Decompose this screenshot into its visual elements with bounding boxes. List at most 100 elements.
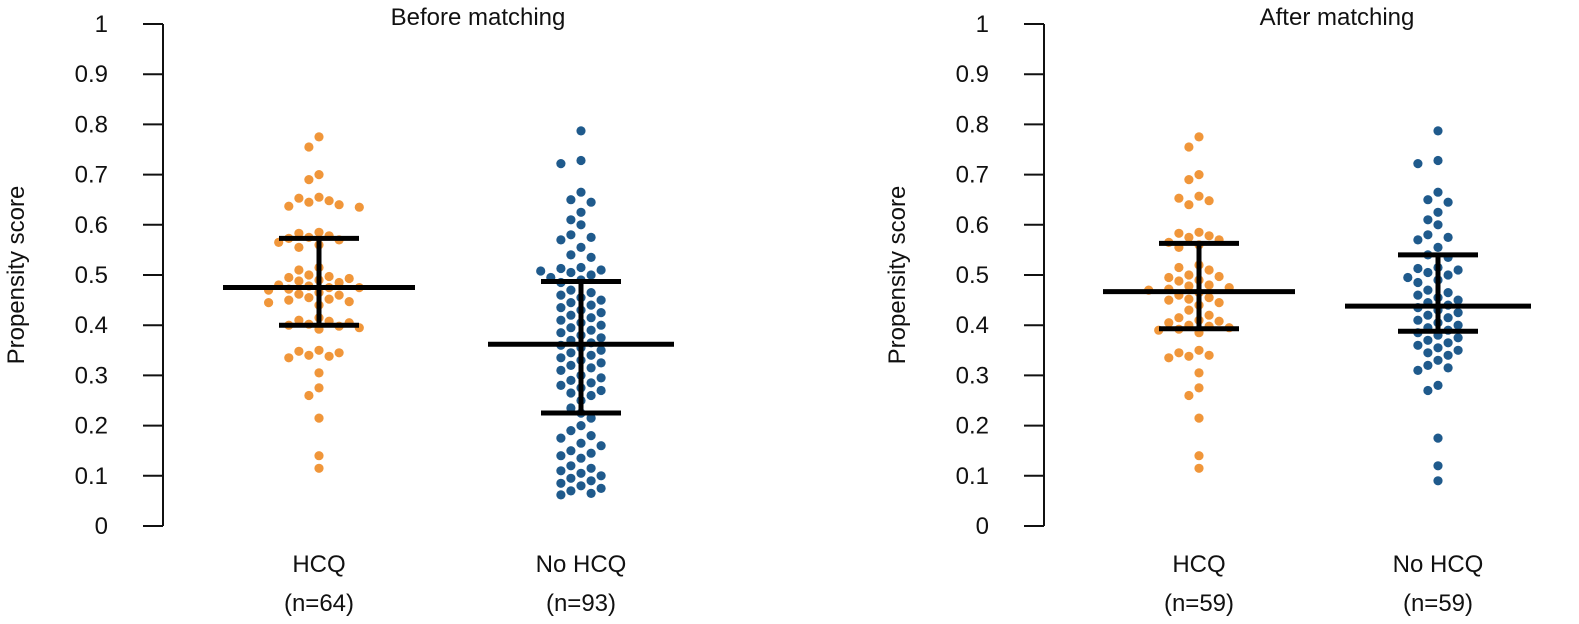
data-point [314, 227, 324, 237]
data-point [1413, 159, 1423, 169]
data-point [576, 126, 586, 136]
data-point [586, 313, 596, 323]
data-point [596, 471, 606, 481]
data-point [1453, 295, 1463, 305]
data-point [1174, 262, 1184, 273]
data-point [576, 155, 586, 166]
data-point [1204, 350, 1214, 360]
data-point [576, 421, 586, 431]
data-point [1403, 272, 1413, 283]
data-point [1443, 338, 1453, 348]
data-point [566, 375, 576, 385]
data-point [566, 230, 576, 240]
data-point [1413, 263, 1423, 274]
data-point [1433, 461, 1443, 471]
data-point [596, 333, 606, 343]
data-point [586, 413, 596, 423]
data-point [1184, 142, 1194, 152]
data-point [1433, 476, 1443, 486]
data-point [314, 413, 324, 423]
data-point [1423, 195, 1433, 205]
data-point [596, 265, 606, 275]
data-point [1194, 345, 1204, 355]
data-point [1164, 295, 1174, 305]
data-point [294, 315, 304, 325]
data-point [294, 346, 304, 356]
data-point [1413, 315, 1423, 325]
data-point [566, 446, 576, 456]
data-point [1164, 318, 1174, 328]
data-point [566, 486, 576, 496]
data-point [566, 323, 576, 333]
y-tick-label: 0.1 [75, 463, 108, 490]
data-point [1174, 276, 1184, 286]
data-point [1194, 383, 1204, 393]
data-point [1184, 175, 1194, 185]
data-point [304, 197, 314, 207]
category-n-label: (n=64) [284, 590, 354, 617]
data-point [304, 142, 314, 152]
data-point [566, 285, 576, 295]
data-point [586, 488, 596, 498]
data-point [556, 290, 566, 300]
data-point [1184, 270, 1194, 280]
data-point [1423, 348, 1433, 358]
data-point [1184, 281, 1194, 291]
data-point [284, 353, 294, 363]
data-point [1433, 187, 1443, 197]
data-point [1184, 200, 1194, 210]
data-point [1443, 350, 1453, 360]
data-point [1423, 267, 1433, 278]
data-point [566, 388, 576, 398]
data-point [556, 353, 566, 363]
data-point [1433, 343, 1443, 353]
data-point [1174, 313, 1184, 323]
y-tick-label: 0.4 [956, 312, 989, 339]
data-point [304, 293, 314, 303]
group-hcq [223, 132, 415, 473]
data-point [536, 266, 546, 276]
data-point [556, 303, 566, 313]
data-point [1433, 220, 1443, 230]
data-point [324, 294, 334, 304]
data-point [314, 463, 324, 473]
data-point [1194, 191, 1204, 201]
data-point [1204, 231, 1214, 241]
data-point [324, 196, 334, 206]
data-point [586, 350, 596, 360]
data-point [1413, 340, 1423, 350]
data-point [1204, 196, 1214, 206]
data-point [334, 277, 344, 288]
data-point [556, 478, 566, 488]
data-point [596, 320, 606, 330]
data-point [354, 202, 364, 212]
data-point [566, 403, 576, 413]
data-point [1184, 305, 1194, 315]
data-point [576, 453, 586, 463]
data-point [294, 276, 304, 286]
data-point [556, 159, 566, 169]
data-point [1433, 207, 1443, 217]
data-point [596, 483, 606, 493]
data-point [566, 461, 576, 471]
data-point [1214, 298, 1224, 308]
y-tick-label: 1 [976, 11, 989, 38]
data-point [566, 267, 576, 278]
data-point [566, 250, 576, 260]
chart-title: After matching [1260, 4, 1415, 31]
data-point [576, 481, 586, 491]
data-point [1453, 345, 1463, 355]
data-point [586, 300, 596, 310]
data-point [1413, 365, 1423, 375]
y-tick-label: 0.7 [956, 162, 989, 189]
data-point [1204, 265, 1214, 275]
y-tick-label: 0.8 [956, 111, 989, 138]
data-point [1423, 310, 1433, 320]
data-point [566, 473, 576, 483]
data-point [1443, 288, 1453, 298]
data-point [314, 132, 324, 142]
data-point [314, 383, 324, 393]
data-point [556, 433, 566, 443]
data-point [566, 360, 576, 370]
y-tick-label: 0.6 [75, 212, 108, 239]
